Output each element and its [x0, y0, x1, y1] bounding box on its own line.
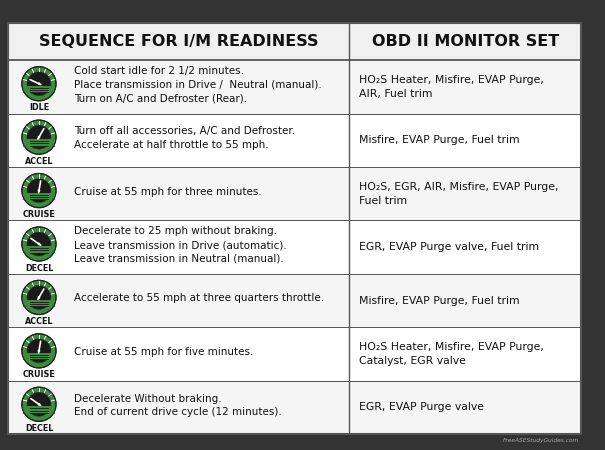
FancyBboxPatch shape — [23, 140, 54, 147]
Circle shape — [38, 82, 41, 85]
FancyBboxPatch shape — [23, 300, 54, 307]
Text: Decelerate Without braking.
End of current drive cycle (12 minutes).: Decelerate Without braking. End of curre… — [74, 394, 282, 417]
Text: DECEL: DECEL — [25, 264, 53, 273]
Circle shape — [22, 387, 56, 421]
Polygon shape — [8, 167, 581, 220]
Text: EGR, EVAP Purge valve: EGR, EVAP Purge valve — [359, 402, 484, 413]
Circle shape — [22, 120, 56, 154]
Circle shape — [38, 243, 41, 245]
Text: HO₂S Heater, Misfire, EVAP Purge,
AIR, Fuel trim: HO₂S Heater, Misfire, EVAP Purge, AIR, F… — [359, 75, 544, 99]
Circle shape — [27, 232, 51, 256]
Text: HO₂S Heater, Misfire, EVAP Purge,
Catalyst, EGR valve: HO₂S Heater, Misfire, EVAP Purge, Cataly… — [359, 342, 544, 366]
Circle shape — [27, 125, 51, 149]
Text: SEQUENCE FOR I/M READINESS: SEQUENCE FOR I/M READINESS — [39, 34, 318, 49]
Text: CRUISE: CRUISE — [22, 370, 55, 379]
Circle shape — [22, 334, 56, 368]
Text: Accelerate to 55 mph at three quarters throttle.: Accelerate to 55 mph at three quarters t… — [74, 293, 324, 303]
Text: Misfire, EVAP Purge, Fuel trim: Misfire, EVAP Purge, Fuel trim — [359, 296, 520, 306]
Text: DECEL: DECEL — [25, 424, 53, 433]
Polygon shape — [8, 327, 581, 381]
Polygon shape — [8, 23, 581, 434]
Polygon shape — [8, 23, 581, 60]
Polygon shape — [8, 114, 581, 167]
FancyBboxPatch shape — [23, 193, 54, 200]
Text: OBD II MONITOR SET: OBD II MONITOR SET — [371, 34, 559, 49]
Text: IDLE: IDLE — [29, 104, 49, 112]
Text: Cold start idle for 2 1/2 minutes.
Place transmission in Drive /  Neutral (manua: Cold start idle for 2 1/2 minutes. Place… — [74, 66, 322, 104]
Text: Decelerate to 25 mph without braking.
Leave transmission in Drive (automatic).
L: Decelerate to 25 mph without braking. Le… — [74, 226, 287, 264]
Circle shape — [27, 339, 51, 363]
Text: Misfire, EVAP Purge, Fuel trim: Misfire, EVAP Purge, Fuel trim — [359, 135, 520, 145]
Circle shape — [27, 285, 51, 310]
Polygon shape — [8, 274, 581, 327]
Polygon shape — [8, 60, 581, 114]
Polygon shape — [8, 381, 581, 434]
Text: ACCEL: ACCEL — [25, 317, 53, 326]
FancyBboxPatch shape — [23, 86, 54, 93]
Circle shape — [22, 227, 56, 261]
Polygon shape — [8, 220, 581, 274]
Text: ACCEL: ACCEL — [25, 157, 53, 166]
Circle shape — [27, 392, 51, 416]
Circle shape — [27, 72, 51, 96]
Text: FreeASEStudyGuides.com: FreeASEStudyGuides.com — [503, 438, 580, 443]
Circle shape — [38, 189, 41, 192]
Circle shape — [38, 296, 41, 299]
Circle shape — [38, 350, 41, 352]
Text: EGR, EVAP Purge valve, Fuel trim: EGR, EVAP Purge valve, Fuel trim — [359, 242, 539, 252]
Circle shape — [38, 403, 41, 405]
FancyBboxPatch shape — [23, 246, 54, 253]
Circle shape — [22, 174, 56, 208]
Text: Turn off all accessories, A/C and Defroster.
Accelerate at half throttle to 55 m: Turn off all accessories, A/C and Defros… — [74, 126, 295, 150]
Text: HO₂S, EGR, AIR, Misfire, EVAP Purge,
Fuel trim: HO₂S, EGR, AIR, Misfire, EVAP Purge, Fue… — [359, 182, 558, 206]
Text: CRUISE: CRUISE — [22, 210, 55, 219]
Circle shape — [22, 67, 56, 101]
Circle shape — [27, 179, 51, 202]
Text: Cruise at 55 mph for five minutes.: Cruise at 55 mph for five minutes. — [74, 347, 253, 357]
FancyBboxPatch shape — [23, 406, 54, 414]
Text: Cruise at 55 mph for three minutes.: Cruise at 55 mph for three minutes. — [74, 187, 262, 197]
Circle shape — [22, 280, 56, 315]
FancyBboxPatch shape — [23, 353, 54, 360]
Circle shape — [38, 136, 41, 139]
